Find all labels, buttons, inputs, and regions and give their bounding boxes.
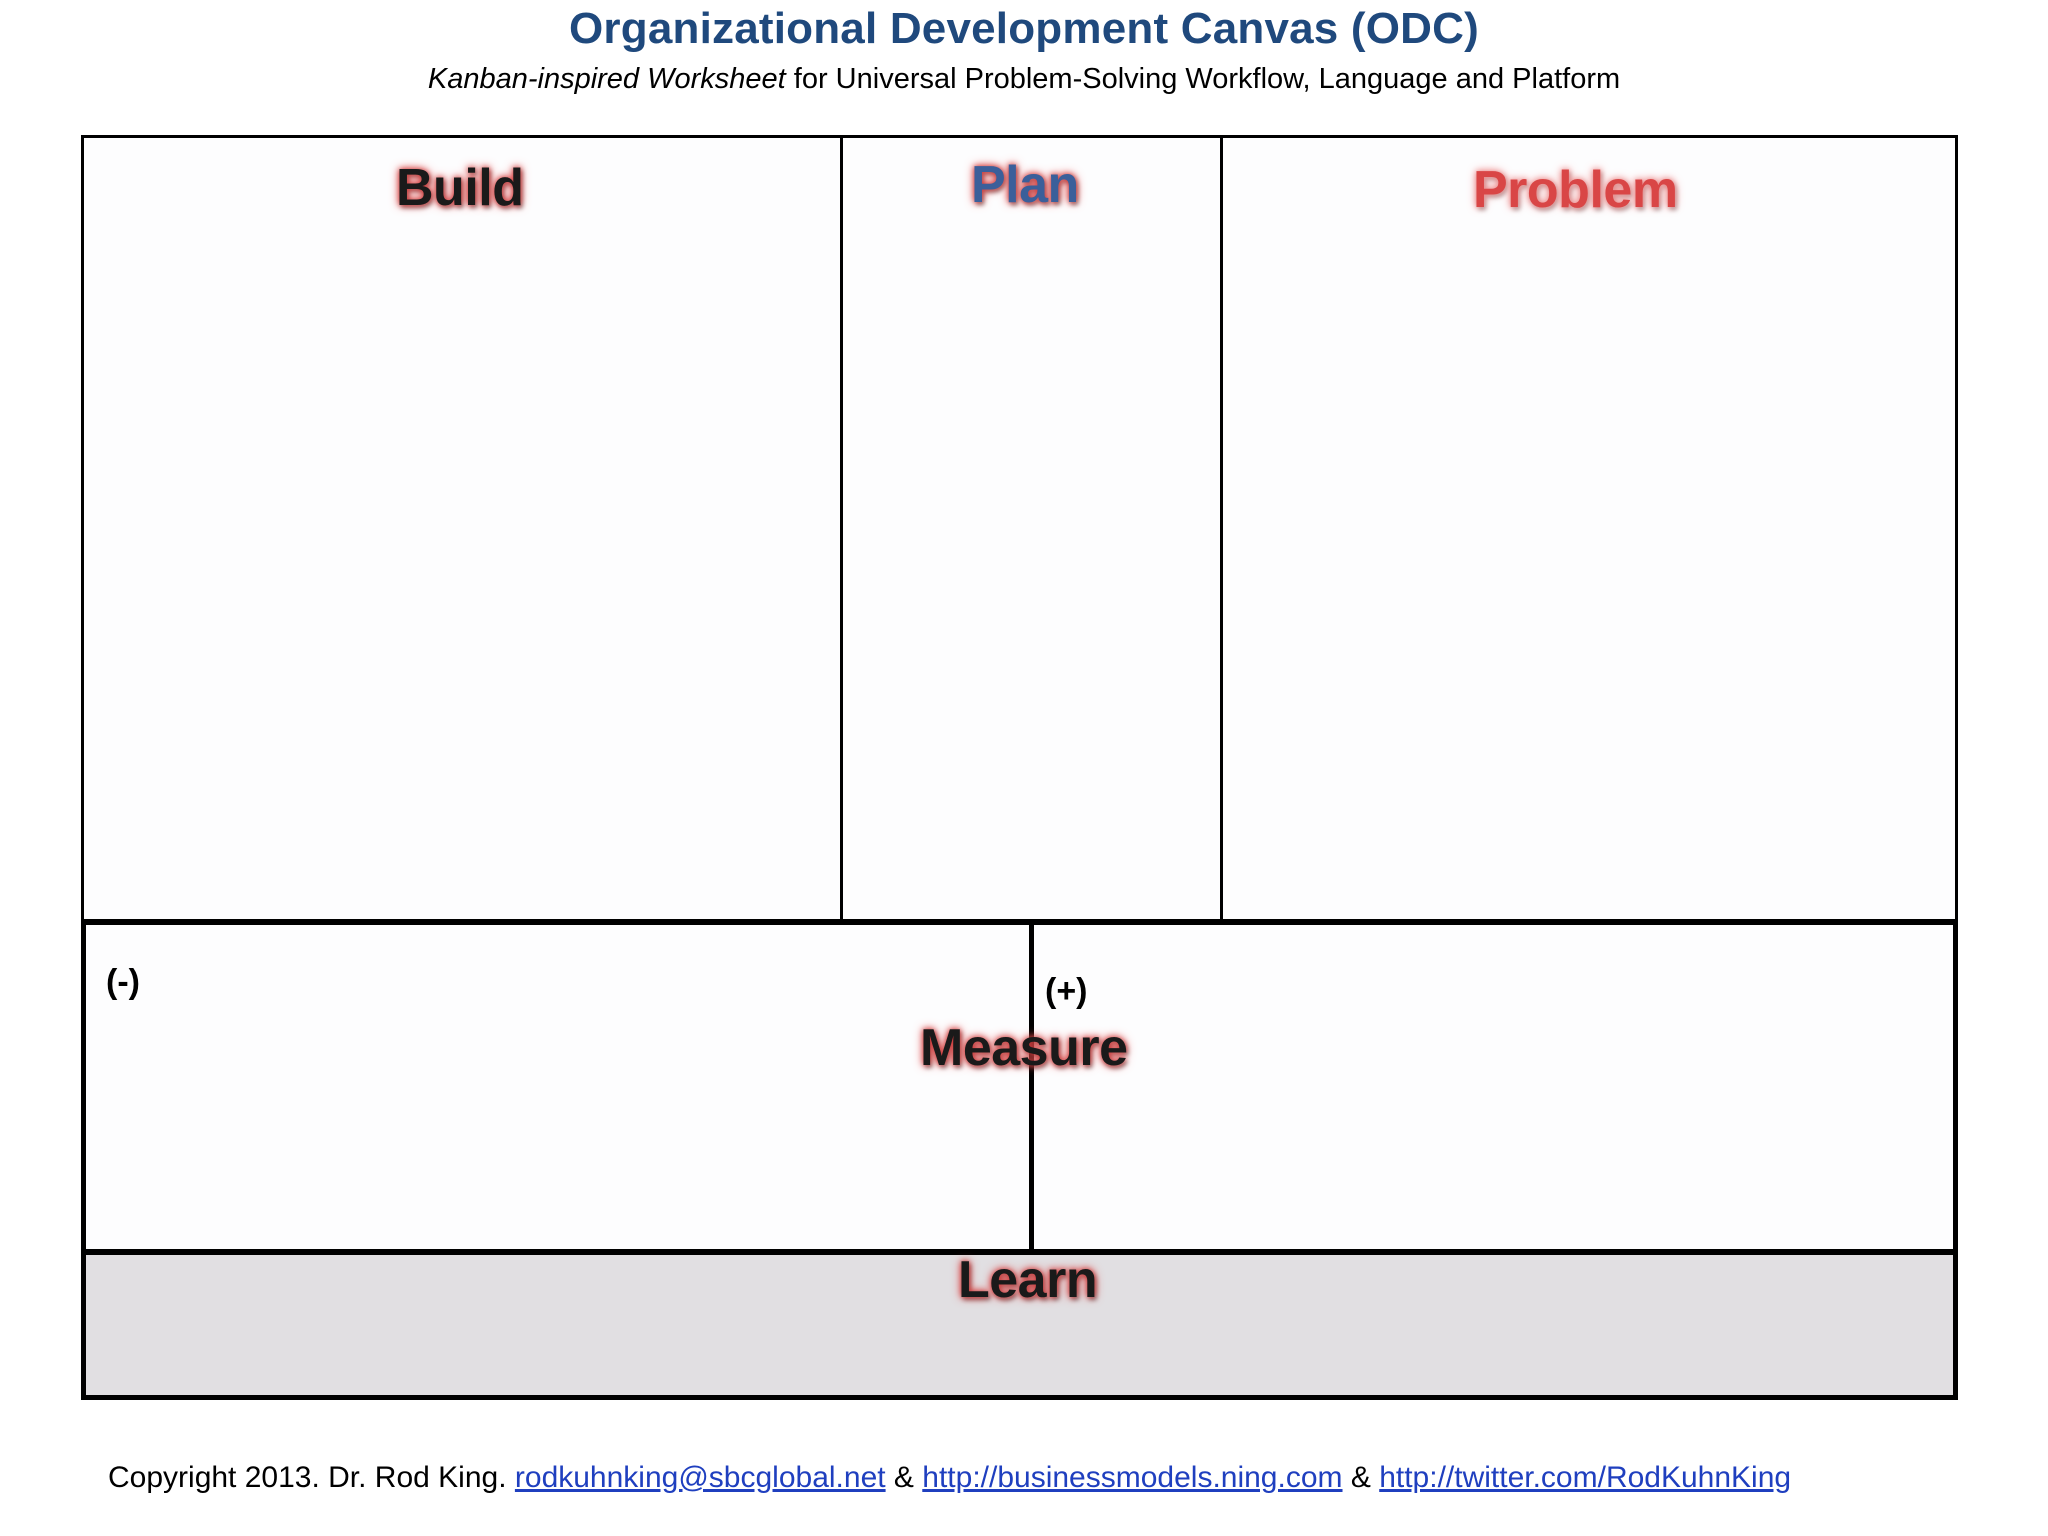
problem-heading: Problem [1473,161,1678,219]
measure-frame [81,920,1958,1254]
subtitle-italic: Kanban-inspired Worksheet [427,63,786,95]
footer-separator: & [1342,1461,1380,1494]
footer: Copyright 2013. Dr. Rod King. rodkuhnkin… [108,1461,1791,1495]
subtitle-rest: for Universal Problem-Solving Workflow, … [785,63,1621,95]
divider-measure [1029,920,1034,1254]
footer-twitter-link[interactable]: http://twitter.com/RodKuhnKing [1379,1461,1792,1494]
top-row-frame [81,135,1958,922]
learn-frame [81,1250,1958,1400]
learn-heading: Learn [958,1251,1098,1309]
measure-positive-label: (+) [1045,972,1088,1010]
divider-plan-problem [1220,135,1223,922]
footer-separator: & [885,1461,923,1494]
footer-copyright: Copyright 2013. Dr. Rod King. [108,1461,515,1494]
page-subtitle: Kanban-inspired Worksheet for Universal … [0,63,2048,96]
measure-negative-label: (-) [106,963,140,1001]
footer-ning-link[interactable]: http://businessmodels.ning.com [922,1461,1343,1494]
build-heading: Build [396,159,524,217]
divider-build-plan [840,135,843,922]
page-title: Organizational Development Canvas (ODC) [569,4,1479,53]
measure-heading: Measure [920,1019,1128,1077]
footer-email-link[interactable]: rodkuhnking@sbcglobal.net [514,1461,886,1494]
plan-heading: Plan [971,156,1079,214]
